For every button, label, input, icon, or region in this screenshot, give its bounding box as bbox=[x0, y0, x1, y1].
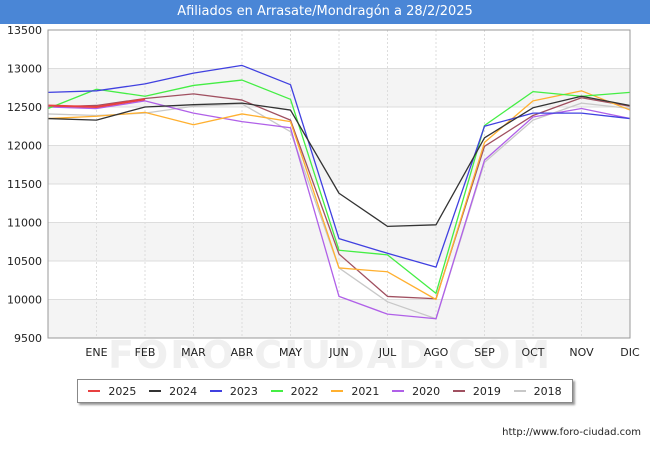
x-tick-label: FEB bbox=[135, 346, 156, 359]
legend-swatch bbox=[392, 390, 405, 392]
legend-item-2025: 2025 bbox=[88, 385, 136, 398]
legend-swatch bbox=[209, 390, 222, 392]
series-lines bbox=[47, 64, 631, 320]
legend-item-2024: 2024 bbox=[149, 385, 197, 398]
x-tick-label: DIC bbox=[620, 346, 640, 359]
legend-label: 2018 bbox=[533, 384, 562, 398]
y-tick-label: 12000 bbox=[7, 140, 42, 153]
legend-label: 2025 bbox=[108, 384, 137, 398]
legend-item-2022: 2022 bbox=[270, 384, 319, 398]
legend-swatch bbox=[513, 390, 526, 392]
x-tick-label: SEP bbox=[474, 346, 495, 359]
legend-item-2018: 2018 bbox=[513, 384, 562, 398]
legend-label: 2024 bbox=[169, 384, 198, 398]
x-tick-label: MAY bbox=[279, 346, 302, 359]
series-line-2024 bbox=[47, 95, 631, 228]
x-tick-label: AGO bbox=[424, 346, 449, 359]
x-tick-label: MAR bbox=[181, 346, 206, 359]
y-tick-label: 11000 bbox=[7, 217, 42, 230]
chart-title: Afiliados en Arrasate/Mondragón a 28/2/2… bbox=[0, 0, 650, 24]
y-tick-label: 12500 bbox=[7, 101, 42, 114]
x-axis-ticks: ENE FEB MAR ABR MAY JUN JUL AGO SEP OCT NOV DIC bbox=[85, 346, 640, 359]
y-tick-label: 13500 bbox=[7, 24, 42, 37]
legend-item-2020: 2020 bbox=[392, 385, 440, 398]
y-tick-label: 11500 bbox=[7, 178, 42, 191]
y-tick-label: 13000 bbox=[7, 63, 42, 76]
legend-swatch bbox=[149, 390, 162, 392]
y-tick-label: 10500 bbox=[7, 255, 42, 268]
series-line-2022 bbox=[47, 79, 631, 294]
legend-swatch bbox=[88, 390, 101, 392]
x-tick-label: JUN bbox=[328, 346, 349, 359]
watermark-layer: FORO-CIUDAD.COM bbox=[108, 333, 552, 377]
legend-item-2023: 2023 bbox=[209, 384, 258, 398]
legend-item-2019: 2019 bbox=[452, 384, 501, 398]
legend-swatch bbox=[331, 390, 344, 392]
legend: 2025 2024 2023 2022 2021 2020 2019 2018 bbox=[77, 379, 573, 403]
legend-swatch bbox=[270, 390, 283, 392]
y-tick-label: 9500 bbox=[14, 332, 42, 345]
legend-swatch bbox=[452, 390, 465, 392]
series-line-2020 bbox=[47, 100, 631, 320]
legend-label: 2019 bbox=[472, 384, 501, 398]
legend-label: 2021 bbox=[351, 384, 380, 398]
series-line-2025 bbox=[47, 98, 146, 108]
watermark: FORO-CIUDAD.COM bbox=[108, 333, 552, 377]
series-line-2023 bbox=[47, 64, 631, 268]
legend-label: 2020 bbox=[412, 384, 441, 398]
legend-item-2021: 2021 bbox=[331, 385, 379, 398]
x-tick-label: OCT bbox=[521, 346, 544, 359]
legend-label: 2022 bbox=[290, 384, 319, 398]
series-line-2021 bbox=[47, 90, 631, 301]
y-axis-ticks: 9500 10000 10500 11000 11500 12000 12500 13000 1… bbox=[7, 24, 42, 345]
x-tick-label: ENE bbox=[85, 346, 107, 359]
x-tick-label: ABR bbox=[231, 346, 254, 359]
y-tick-label: 10000 bbox=[7, 294, 42, 307]
x-tick-label: JUL bbox=[378, 346, 397, 359]
legend-label: 2023 bbox=[229, 384, 258, 398]
series-line-2019 bbox=[47, 93, 631, 300]
plot-frame bbox=[47, 29, 631, 339]
source-credit: http://www.foro-ciudad.com bbox=[502, 427, 641, 438]
x-tick-label: NOV bbox=[569, 346, 594, 359]
